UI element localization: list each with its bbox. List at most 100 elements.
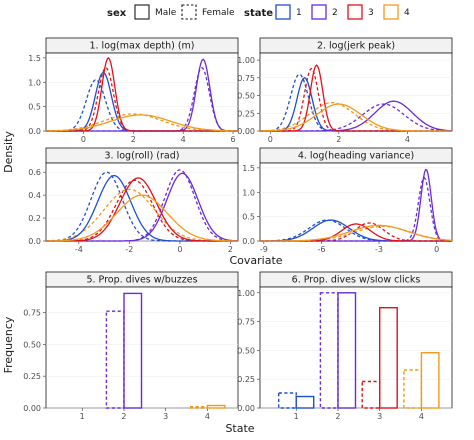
legend-key [275, 4, 291, 20]
panel-1: 1. log(max depth) (m) 0.0 0.5 1.0 1.5 0 2 4 6 [28, 37, 239, 144]
panel-title: 1. log(max depth) (m) [89, 41, 194, 52]
x-tick-label: 2 [336, 135, 341, 144]
y-tick-label: 0.50 [23, 340, 41, 349]
x-tick-label: 3 [377, 412, 382, 421]
legend-label: 1 [296, 8, 302, 18]
x-tick-label: 2 [131, 135, 136, 144]
legend-sex-female: Female [181, 4, 235, 20]
x-tick-label: -6 [317, 245, 325, 254]
y-tick-label: 1.5 [242, 164, 255, 173]
density-curve-state4-male [260, 103, 452, 132]
bar-state4-male [420, 352, 440, 409]
x-tick-label: 1 [80, 412, 85, 421]
legend-state-1: 1 [275, 4, 302, 20]
x-tick-label: 0 [81, 135, 86, 144]
y-tick-label: 0.75 [237, 318, 255, 327]
y-axis-title-density: Density [2, 131, 15, 173]
density-curve-state4-male [46, 114, 238, 132]
y-tick-label: 0.0 [28, 127, 41, 136]
y-tick-label: 0.5 [28, 103, 41, 112]
x-tick-label: 2 [228, 245, 233, 254]
panel-2: 2. log(jerk peak) 0.00 0.25 0.50 0.75 1.00 0 2 4 [237, 37, 453, 144]
y-tick-label: 0.00 [23, 404, 41, 413]
panel-6: 6. Prop. dives w/slow clicks 0.00 0.25 0.50… [237, 271, 453, 421]
x-tick-label: -4 [75, 245, 83, 254]
legend-state-title: state [244, 8, 273, 19]
y-tick-label: 0.00 [237, 127, 255, 136]
y-tick-label: 0.00 [237, 404, 255, 413]
x-tick-label: -3 [375, 245, 383, 254]
panel-title: 3. log(roll) (rad) [105, 151, 180, 162]
legend-sex-title: sex [107, 8, 127, 19]
bar-state2-male [123, 292, 143, 409]
x-tick-label: -2 [125, 245, 133, 254]
density-curve-state2-female [260, 103, 452, 132]
panel-title: 2. log(jerk peak) [317, 41, 395, 52]
legend-sex-male: Male [134, 4, 177, 20]
legend-label: 4 [404, 8, 410, 18]
panel-title: 6. Prop. dives w/slow clicks [292, 275, 421, 286]
panel-title: 4. log(heading variance) [298, 151, 414, 162]
y-tick-label: 0.75 [23, 308, 41, 317]
legend-state-3: 3 [347, 4, 374, 20]
panel-4: 4. log(heading variance) 0.0 0.5 1.0 1.5 -9 -6… [242, 147, 453, 254]
x-tick-label: 4 [419, 412, 424, 421]
x-tick-label: 6 [230, 135, 235, 144]
y-tick-label: 0.25 [23, 372, 41, 381]
density-curve-state3-male [46, 177, 238, 242]
y-tick-label: 0.2 [28, 214, 41, 223]
y-tick-label: 1.0 [242, 188, 255, 197]
y-tick-label: 0.6 [28, 168, 41, 177]
bar-state4-male [206, 404, 226, 409]
legend-label: 2 [332, 8, 338, 18]
legend-key [181, 4, 197, 20]
legend: sex state Male Female 1 2 3 4 [107, 4, 410, 20]
y-tick-label: 0.25 [237, 109, 255, 118]
y-tick-label: 0.50 [237, 346, 255, 355]
x-axis-title-covariate: Covariate [229, 254, 282, 267]
y-tick-label: 0.75 [237, 74, 255, 83]
legend-key [311, 4, 327, 20]
density-curve-state4-male [46, 194, 238, 242]
legend-key [383, 4, 399, 20]
legend-label: Female [202, 8, 235, 18]
plot-area [45, 52, 239, 132]
density-curve-state1-female [45, 171, 238, 242]
plot-area [259, 52, 453, 132]
x-tick-label: 0 [268, 135, 273, 144]
x-tick-label: 4 [205, 412, 210, 421]
x-tick-label: 4 [405, 135, 410, 144]
y-tick-label: 0.0 [28, 237, 41, 246]
density-curve-state4-male [260, 224, 453, 242]
y-tick-label: 0.0 [242, 237, 255, 246]
legend-label: 3 [368, 8, 374, 18]
y-tick-label: 0.50 [237, 92, 255, 101]
x-tick-label: 3 [163, 412, 168, 421]
y-tick-label: 1.0 [28, 78, 41, 87]
density-curve-state3-male [46, 56, 238, 132]
x-tick-label: 2 [121, 412, 126, 421]
y-tick-label: 0.25 [237, 375, 255, 384]
y-tick-label: 1.00 [237, 56, 255, 65]
panels: 1. log(max depth) (m)0.00.51.01.50 2 4 62. … [23, 37, 453, 421]
y-tick-label: 0.5 [242, 213, 255, 222]
bar-state3-male [379, 307, 398, 409]
y-tick-label: 1.00 [237, 289, 255, 298]
bar-state1-male [295, 395, 315, 409]
legend-state-2: 2 [311, 4, 338, 20]
y-tick-label: 0.4 [28, 191, 41, 200]
x-tick-label: -9 [260, 245, 268, 254]
panel-3: 3. log(roll) (rad) 0.0 0.2 0.4 0.6 -4 -2 0 2 [28, 147, 239, 254]
x-tick-label: 0 [434, 245, 439, 254]
y-tick-label: 1.5 [28, 54, 41, 63]
bar-state2-female [105, 310, 125, 409]
x-tick-label: 1 [294, 412, 299, 421]
x-axis-title-state: State [225, 422, 254, 435]
x-tick-label: 4 [181, 135, 186, 144]
panel-title: 5. Prop. dives w/buzzes [86, 275, 197, 286]
x-tick-label: 2 [335, 412, 340, 421]
x-tick-label: 0 [177, 245, 182, 254]
y-axis-title-frequency: Frequency [2, 316, 15, 373]
legend-key [134, 4, 150, 20]
